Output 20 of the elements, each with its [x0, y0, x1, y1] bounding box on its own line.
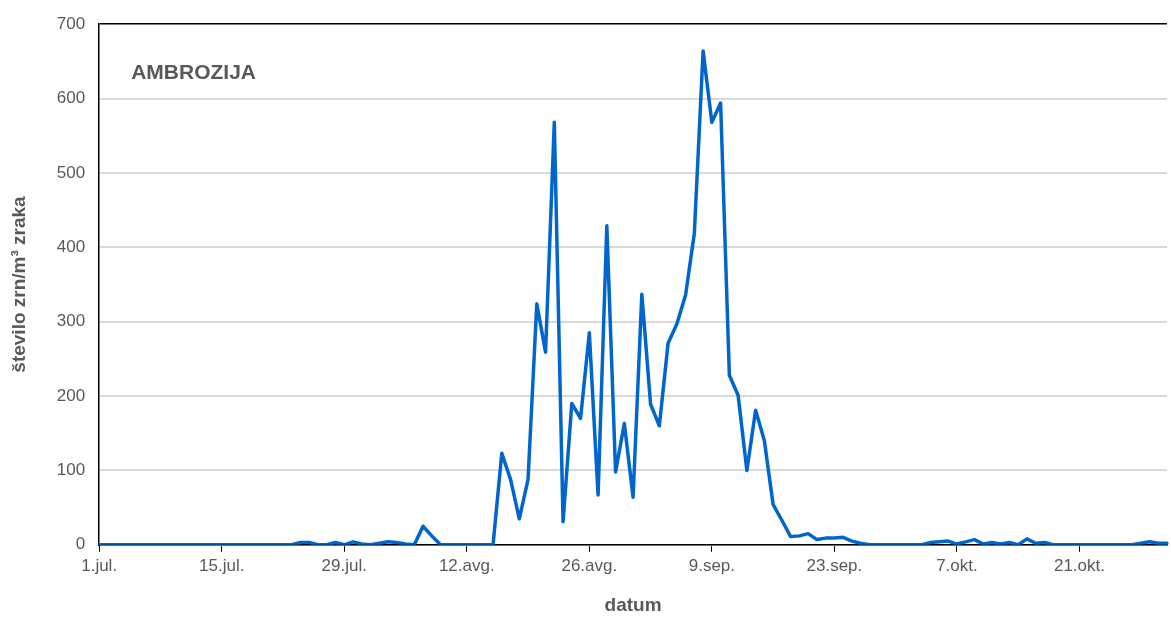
y-tick-label: 400 [56, 237, 86, 256]
y-tick-label: 500 [56, 162, 86, 182]
x-axis-title: datum [604, 593, 662, 615]
y-axis-title: število zrn/m³ zraka [7, 195, 29, 373]
x-tick-label: 21.okt. [1053, 555, 1105, 575]
text: AMBROZIJA [131, 60, 257, 83]
y-tick-label: 700 [56, 13, 86, 33]
y-tick-label: 100 [56, 460, 86, 480]
x-tick-label: 7.okt. [936, 555, 978, 575]
y-tick-label: 0 [75, 534, 86, 554]
x-tick-label: 23.sep. [806, 555, 863, 575]
x-tick-label: 15.jul. [199, 555, 245, 575]
y-tick-label: 300 [56, 311, 86, 331]
x-tick-label: 1.jul. [81, 555, 118, 575]
y-tick-label: 600 [56, 88, 86, 108]
x-tick-label: 26.avg. [561, 555, 618, 575]
x-tick-label: 29.jul. [321, 555, 367, 575]
y-tick-label: 200 [56, 385, 86, 405]
x-tick-label: 9.sep. [688, 555, 736, 575]
x-tick-label: 12.avg. [438, 555, 495, 575]
